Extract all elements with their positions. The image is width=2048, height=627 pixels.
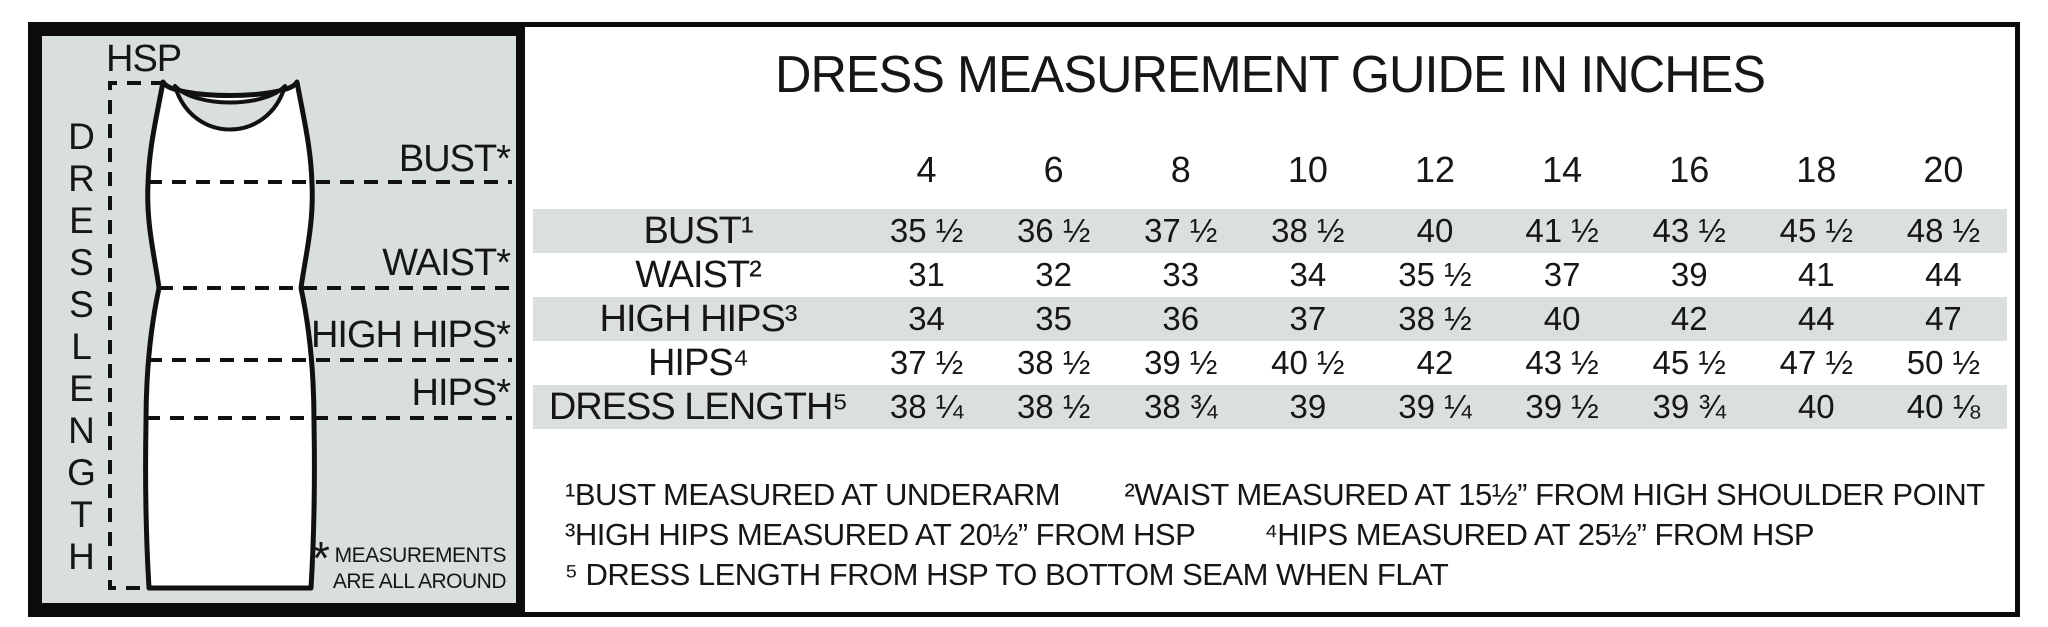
measurement-cell: 32 [1035, 256, 1073, 293]
footnotes-block: ¹BUST MEASURED AT UNDERARM ²WAIST MEASUR… [565, 477, 2005, 597]
measurement-cell: 36 [1162, 300, 1200, 337]
measurement-row-label: WAIST² [635, 253, 762, 296]
measurement-cell: 38 ½ [1398, 300, 1472, 337]
measurement-row: HIPS⁴ 37 ½ 38 ½ 39 ½ 40 ½ 42 43 ½ 45 ½ 47 ½ 50 ½ [533, 341, 2007, 385]
dress-length-dashed-line [108, 81, 165, 590]
measurement-row: WAIST² 31 32 33 34 35 ½ 37 39 41 44 [533, 253, 2007, 297]
measurement-cell: 39 [1289, 388, 1327, 425]
footnote-hips: ⁴HIPS MEASURED AT 25½” FROM HSP [1264, 517, 1815, 552]
waist-line-label: WAIST* [382, 242, 511, 284]
footnote-waist: ²WAIST MEASURED AT 15½” FROM HIGH SHOULD… [1124, 477, 1985, 512]
neckline-shape [173, 84, 287, 132]
high-hips-line-label: HIGH HIPS* [310, 314, 511, 356]
guide-title: DRESS MEASUREMENT GUIDE IN INCHES [774, 46, 1766, 104]
measurement-row: BUST¹ 35 ½ 36 ½ 37 ½ 38 ½ 40 41 ½ 43 ½ 45 ½ 48 ½ [533, 209, 2007, 253]
measurement-row-label: HIGH HIPS³ [599, 297, 798, 340]
measurement-cell: 40 [1797, 388, 1835, 425]
measurements-note: * MEASUREMENTS ARE ALL AROUND [311, 532, 507, 595]
measurement-cell: 34 [908, 300, 945, 337]
measurement-row-label: HIPS⁴ [647, 341, 749, 384]
measurement-cell: 33 [1162, 256, 1200, 293]
measurement-cell: 45 ½ [1779, 212, 1854, 249]
dress-outline-graphic [108, 79, 512, 591]
measurement-cell: 36 ½ [1016, 212, 1091, 249]
size-column-header: 14 [1542, 149, 1583, 190]
label-column-spacer [533, 131, 863, 209]
measurement-table: 4 6 8 10 12 14 16 18 20 BUST¹ 35 ½ 36 ½ 37 ½ 38 ½ 40 4… [533, 131, 2007, 429]
hips-line-label: HIPS* [411, 372, 511, 414]
footnote-bust: ¹BUST MEASURED AT UNDERARM [565, 477, 1061, 512]
measurement-cell: 35 [1035, 300, 1073, 337]
dress-diagram-panel: HSP D R E S S L E N G T H BUST* WAIST* H… [33, 27, 525, 612]
footnote-high-hips: ³HIGH HIPS MEASURED AT 20½” FROM HSP [565, 517, 1196, 552]
measurement-table-panel: DRESS MEASUREMENT GUIDE IN INCHES 4 6 8 10 1… [525, 27, 2015, 612]
asterisk-icon: * [311, 532, 330, 584]
measurement-cell: 37 ½ [1144, 212, 1218, 249]
footnote-row: ¹BUST MEASURED AT UNDERARM ²WAIST MEASUR… [565, 477, 2005, 517]
measurement-cell: 38 ¾ [1144, 388, 1218, 425]
hsp-label: HSP [106, 38, 182, 80]
measurements-note-text: MEASUREMENTS ARE ALL AROUND [332, 544, 507, 593]
measurement-cell: 50 ½ [1906, 344, 1981, 381]
measurement-cell: 41 [1797, 256, 1835, 293]
measurement-cell: 43 ½ [1525, 344, 1599, 381]
bust-line-label: BUST* [398, 138, 511, 180]
measurement-cell: 39 ¾ [1652, 388, 1726, 425]
measurement-cell: 38 ½ [1016, 388, 1091, 425]
measurement-cell: 37 [1543, 256, 1581, 293]
measurement-cell: 40 [1543, 300, 1581, 337]
size-header-row: 4 6 8 10 12 14 16 18 20 [533, 131, 2007, 209]
measurement-cell: 48 ½ [1906, 212, 1981, 249]
measurement-cell: 39 ½ [1525, 388, 1599, 425]
dress-length-vertical-label: D R E S S L E N G T H [67, 116, 96, 577]
measurement-cell: 38 ½ [1271, 212, 1345, 249]
size-column-header: 10 [1287, 149, 1328, 190]
measurement-cell: 47 [1925, 300, 1962, 337]
measurement-row-label: BUST¹ [643, 209, 754, 252]
size-column-header: 18 [1796, 149, 1837, 190]
measurement-cell: 39 ½ [1144, 344, 1218, 381]
size-column-header: 6 [1043, 149, 1064, 190]
footnote-row: ⁵ DRESS LENGTH FROM HSP TO BOTTOM SEAM W… [565, 557, 2005, 597]
measurement-cell: 31 [908, 256, 945, 293]
measurement-cell: 39 ¼ [1398, 388, 1472, 425]
measurement-cell: 42 [1670, 300, 1708, 337]
measurement-cell: 42 [1416, 344, 1454, 381]
size-column-header: 12 [1414, 149, 1456, 190]
measurement-cell: 47 ½ [1779, 344, 1854, 381]
measurement-cell: 44 [1925, 256, 1962, 293]
measurement-cell: 41 ½ [1525, 212, 1599, 249]
measurement-cell: 34 [1289, 256, 1327, 293]
size-column-header: 16 [1669, 149, 1710, 190]
dress-silhouette [143, 79, 317, 591]
measurement-cell: 40 [1416, 212, 1454, 249]
measurement-cell: 37 [1289, 300, 1327, 337]
size-column-header: 20 [1923, 149, 1964, 190]
measurement-row: DRESS LENGTH⁵ 38 ¼ 38 ½ 38 ¾ 39 39 ¼ 39 ½ 39 ¾ 4… [533, 385, 2007, 429]
size-column-header: 4 [916, 149, 937, 190]
measurement-cell: 45 ½ [1652, 344, 1726, 381]
measurement-cell: 35 ½ [889, 212, 964, 249]
measurement-cell: 38 ½ [1016, 344, 1091, 381]
size-guide-frame: HSP D R E S S L E N G T H BUST* WAIST* H… [28, 22, 2020, 617]
measurement-cell: 40 ½ [1271, 344, 1345, 381]
measurement-cell: 38 ¼ [889, 388, 964, 425]
measurement-cell: 40 ⅛ [1906, 388, 1981, 425]
measurement-row-label: DRESS LENGTH⁵ [548, 385, 848, 428]
measurement-cell: 37 ½ [889, 344, 964, 381]
measurement-cell: 39 [1670, 256, 1708, 293]
size-column-header: 8 [1170, 149, 1191, 190]
measurement-row: HIGH HIPS³ 34 35 36 37 38 ½ 40 42 44 47 [533, 297, 2007, 341]
footnote-dress-length: ⁵ DRESS LENGTH FROM HSP TO BOTTOM SEAM W… [565, 557, 1449, 592]
footnote-row: ³HIGH HIPS MEASURED AT 20½” FROM HSP ⁴HI… [565, 517, 2005, 557]
measurement-cell: 43 ½ [1652, 212, 1726, 249]
measurement-cell: 44 [1797, 300, 1835, 337]
measurement-cell: 35 ½ [1398, 256, 1472, 293]
